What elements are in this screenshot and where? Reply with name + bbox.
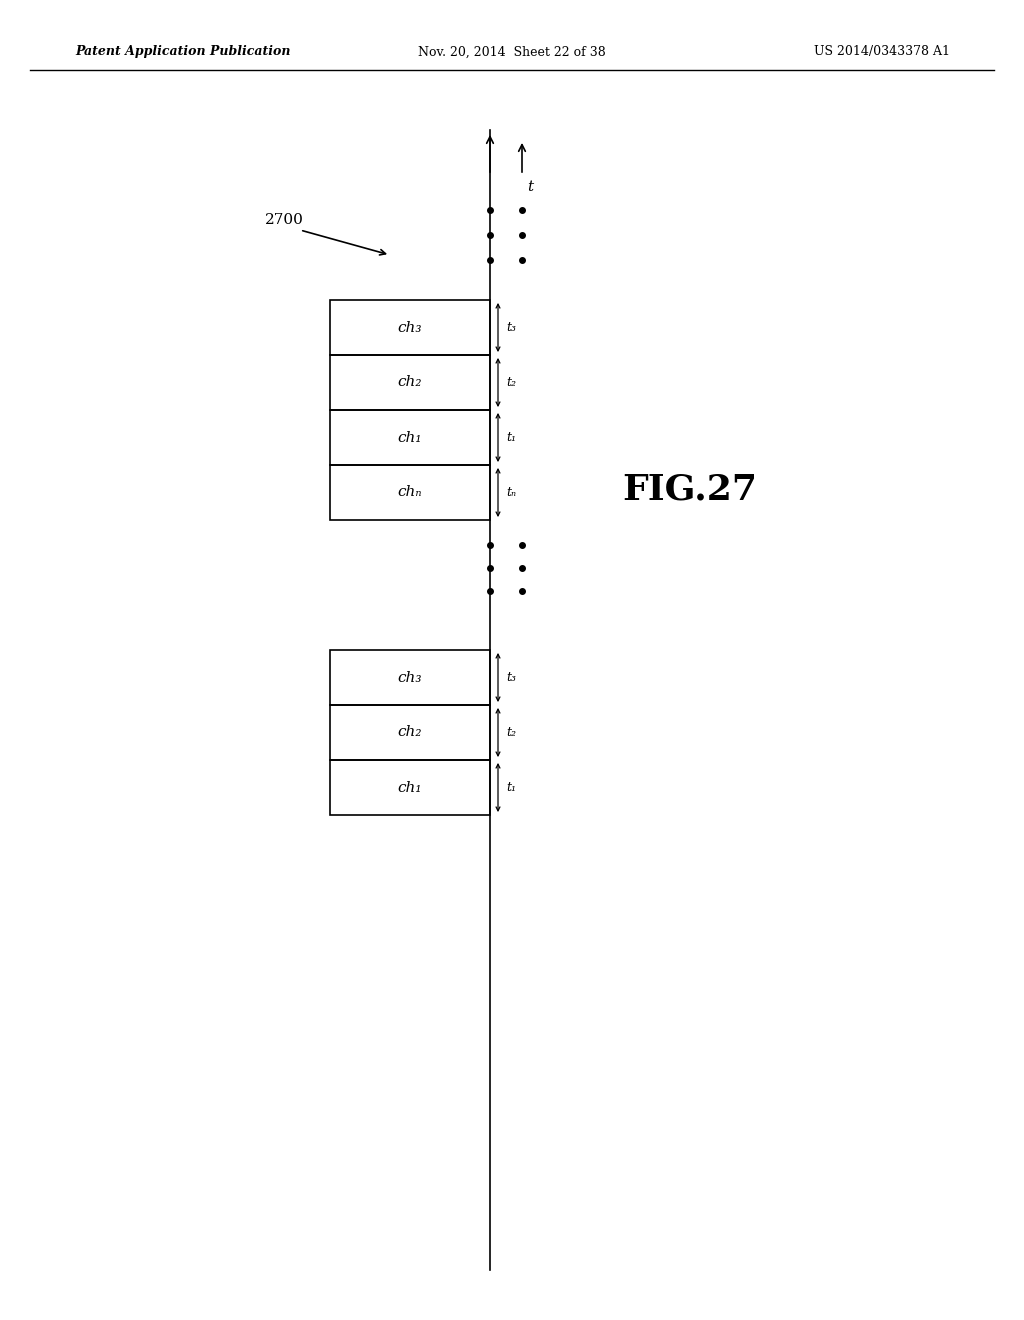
Bar [330, 649, 490, 705]
Bar [330, 411, 490, 465]
Text: chₙ: chₙ [397, 486, 422, 499]
Text: tₙ: tₙ [506, 486, 516, 499]
Bar [330, 300, 490, 355]
Text: 2700: 2700 [265, 213, 304, 227]
Text: ch₃: ch₃ [397, 671, 422, 685]
Text: t₃: t₃ [506, 321, 516, 334]
Text: ch₂: ch₂ [397, 375, 422, 389]
Text: US 2014/0343378 A1: US 2014/0343378 A1 [814, 45, 950, 58]
Bar [330, 705, 490, 760]
Text: t₂: t₂ [506, 726, 516, 739]
Text: ch₁: ch₁ [397, 780, 422, 795]
Text: Patent Application Publication: Patent Application Publication [75, 45, 291, 58]
Text: t₂: t₂ [506, 376, 516, 389]
Text: ch₂: ch₂ [397, 726, 422, 739]
Bar [330, 355, 490, 411]
Text: t₁: t₁ [506, 781, 516, 795]
Bar [330, 760, 490, 814]
Text: t₁: t₁ [506, 432, 516, 444]
Text: ch₁: ch₁ [397, 430, 422, 445]
Text: t: t [527, 180, 534, 194]
Text: Nov. 20, 2014  Sheet 22 of 38: Nov. 20, 2014 Sheet 22 of 38 [418, 45, 606, 58]
Text: ch₃: ch₃ [397, 321, 422, 334]
Text: t₃: t₃ [506, 671, 516, 684]
Text: FIG.27: FIG.27 [623, 473, 758, 507]
Bar [330, 465, 490, 520]
